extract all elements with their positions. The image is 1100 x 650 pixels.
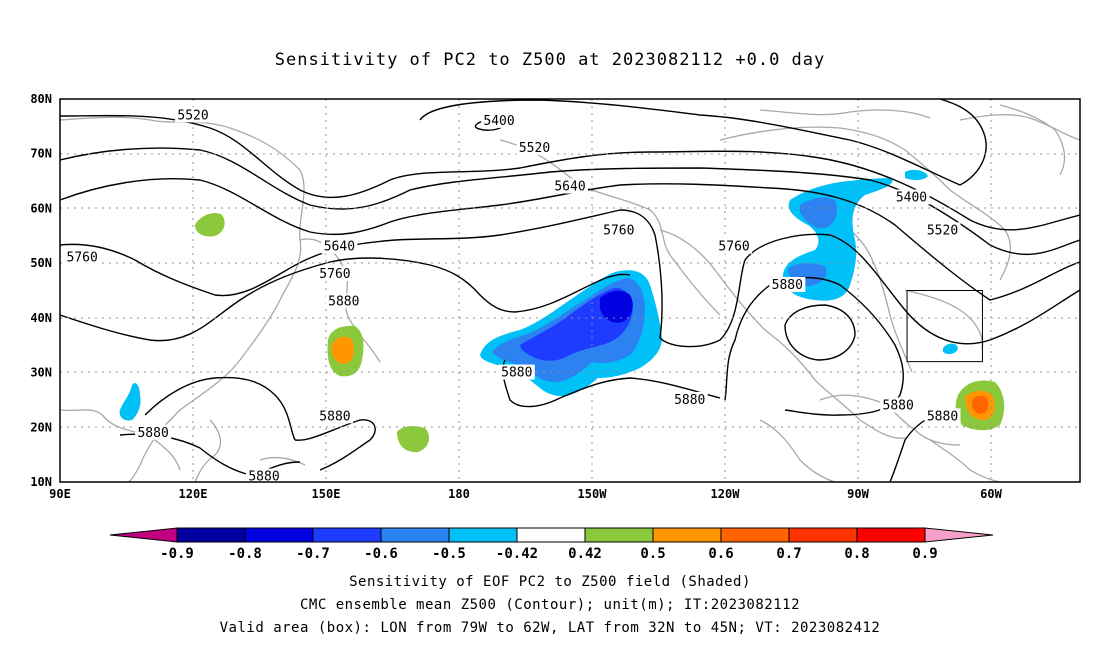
contour-label-bg <box>516 140 553 156</box>
colorbar-swatch <box>652 527 722 543</box>
contour-label: 5760 <box>603 223 634 238</box>
lon-label: 90E <box>49 487 71 501</box>
colorbar-swatch <box>448 527 518 543</box>
contour-labels: 5520 5400 5520 5640 5400 5520 5760 5640 5760 5880… <box>64 107 961 485</box>
contour-label-bg <box>321 238 358 254</box>
contour-label-bg <box>481 112 518 128</box>
colorbar-label: 0.9 <box>912 546 937 562</box>
lon-label: 60W <box>980 487 1002 501</box>
contour-label-bg <box>893 189 930 205</box>
contour-label-bg <box>924 222 961 238</box>
map-frame <box>59 98 1081 483</box>
lat-label: 40N <box>30 311 52 325</box>
caption-line-3: Valid area (box): LON from 79W to 62W, L… <box>219 620 881 636</box>
lat-label: 70N <box>30 147 52 161</box>
lon-label: 150W <box>578 487 608 501</box>
contour-label-bg <box>325 293 362 309</box>
contour-label-bg <box>769 277 806 293</box>
contour-label: 5760 <box>67 251 98 266</box>
contour-label-bg <box>880 397 917 413</box>
colorbar-swatch <box>244 527 314 543</box>
colorbar-low-arrow <box>109 527 178 543</box>
valid-area-box <box>906 290 983 363</box>
caption-line-1: Sensitivity of EOF PC2 to Z500 field (Sh… <box>349 574 751 590</box>
lon-label: 150E <box>312 487 341 501</box>
lon-label: 120W <box>711 487 741 501</box>
contour-label: 5880 <box>248 470 279 485</box>
coastlines <box>60 104 1080 482</box>
lat-label: 60N <box>30 201 52 215</box>
contour-label-bg <box>316 408 353 424</box>
map-title: Sensitivity of PC2 to Z500 at 2023082112… <box>274 50 826 70</box>
colorbar-label: -0.8 <box>228 546 262 562</box>
contour-label-bg <box>924 408 961 424</box>
colorbar-label: 0.7 <box>776 546 801 562</box>
contour-label: 5400 <box>483 114 514 129</box>
lat-label: 10N <box>30 475 52 489</box>
longitude-labels: 90E 120E 150E 180 150W 120W 90W 60W <box>49 487 1002 501</box>
contour-label-bg <box>600 222 637 238</box>
contour-label: 5880 <box>772 278 803 293</box>
colorbar-swatch <box>380 527 450 543</box>
contour-label: 5520 <box>927 223 958 238</box>
colorbar-high-arrow <box>924 527 994 543</box>
caption-line-2: CMC ensemble mean Z500 (Contour); unit(m… <box>299 597 800 613</box>
contour-label: 5760 <box>718 240 749 255</box>
colorbar-label: 0.42 <box>568 546 602 562</box>
contour-label: 5520 <box>519 141 550 156</box>
contour-label-bg <box>498 364 535 380</box>
colorbar-swatch <box>176 527 246 543</box>
contour-label-bg <box>135 424 172 440</box>
contour-label-bg <box>552 178 588 194</box>
colorbar-label: -0.9 <box>160 546 194 562</box>
contour-label: 5880 <box>328 294 359 309</box>
contour-label-bg <box>64 249 101 265</box>
contour-label-bg <box>716 238 753 254</box>
colorbar-label: -0.7 <box>296 546 330 562</box>
contour-label: 5640 <box>324 240 355 255</box>
contour-label-bg <box>175 107 212 123</box>
contour-label: 5520 <box>177 108 208 123</box>
contour-label: 5640 <box>554 180 585 195</box>
colorbar-swatch <box>516 527 586 543</box>
lat-label: 20N <box>30 420 52 434</box>
lat-label: 50N <box>30 256 52 270</box>
colorbar-swatch <box>584 527 654 543</box>
contour-label: 5880 <box>137 426 168 441</box>
colorbar-label: 0.5 <box>640 546 665 562</box>
positive-sensitivity-regions <box>195 213 1005 453</box>
negative-sensitivity-region-asia <box>119 383 141 421</box>
contour-label-bg <box>316 266 353 282</box>
z500-contours <box>60 99 1080 482</box>
colorbar-swatch <box>720 527 790 543</box>
colorbar-swatch <box>788 527 858 543</box>
lat-label: 30N <box>30 366 52 380</box>
colorbar-label: 0.6 <box>708 546 733 562</box>
contour-label: 5880 <box>674 393 705 408</box>
lat-label: 80N <box>30 92 52 106</box>
lon-label: 90W <box>847 487 869 501</box>
contour-label-bg <box>246 468 282 482</box>
colorbar-label: 0.8 <box>844 546 869 562</box>
latitude-labels: 80N 70N 60N 50N 40N 30N 20N 10N <box>30 92 52 489</box>
contour-label: 5760 <box>319 267 350 282</box>
colorbar: -0.9 -0.8 -0.7 -0.6 -0.5 -0.42 0.42 0.5 0.6 0.7 0.… <box>109 527 994 562</box>
gridlines <box>60 99 1080 482</box>
colorbar-swatch <box>312 527 382 543</box>
contour-label: 5880 <box>927 409 958 424</box>
colorbar-label: -0.5 <box>432 546 466 562</box>
lon-label: 120E <box>179 487 208 501</box>
contour-label: 5880 <box>319 409 350 424</box>
colorbar-label: -0.6 <box>364 546 398 562</box>
contour-label-bg <box>671 391 708 407</box>
colorbar-label: -0.42 <box>496 546 538 562</box>
colorbar-swatch <box>856 527 926 543</box>
contour-label: 5400 <box>896 190 927 205</box>
lon-label: 180 <box>448 487 470 501</box>
contour-label: 5880 <box>501 366 532 381</box>
contour-label: 5880 <box>883 398 914 413</box>
